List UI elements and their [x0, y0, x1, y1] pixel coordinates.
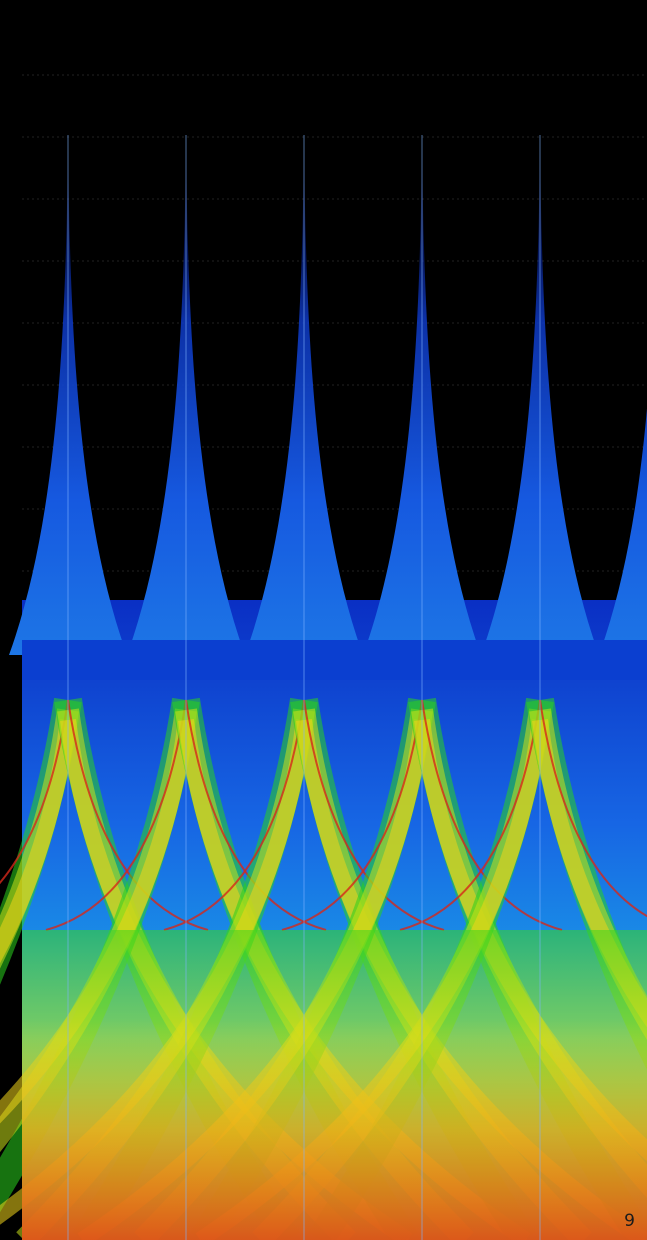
arc-edge [185, 699, 327, 931]
arc-edge [303, 699, 445, 931]
arc-edge [67, 699, 209, 931]
arc-edge [163, 699, 305, 931]
arc-edge [0, 699, 69, 885]
bottom-warm-band [22, 1020, 647, 1240]
page-number: 9 [624, 1211, 635, 1231]
spike-center-lines [67, 135, 541, 1240]
arc-edge [539, 699, 647, 918]
arc-band [0, 719, 76, 964]
cusp-band [22, 640, 647, 680]
arc-edge [421, 699, 563, 931]
arc-edge [45, 699, 187, 931]
arc-edge [399, 699, 541, 931]
arc-edge [281, 699, 423, 931]
cusp-spike [599, 408, 647, 655]
